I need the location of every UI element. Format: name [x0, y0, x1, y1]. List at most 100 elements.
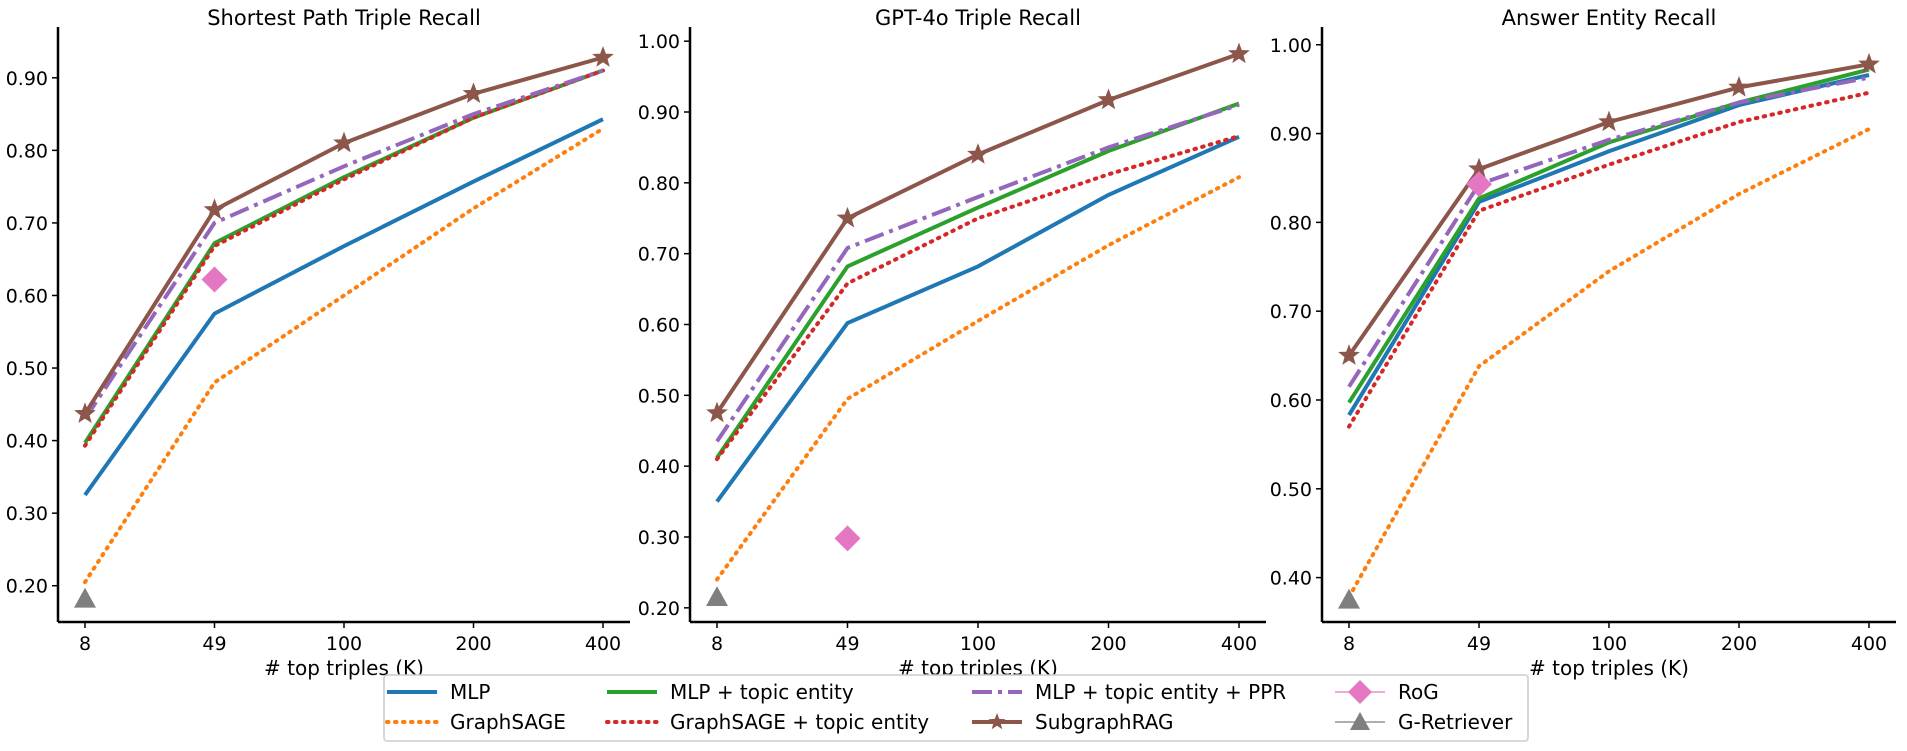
chart-panel-2: GPT-4o Triple Recall 0.20 0.30 0.40 0.50 0.60…: [638, 6, 1266, 680]
legend-item-gretriever: G-Retriever: [1335, 710, 1513, 734]
x-tick-label: 100: [1591, 633, 1627, 655]
y-tick-label: 0.70: [638, 244, 680, 266]
x-tick-label: 400: [1851, 633, 1887, 655]
legend-label: GraphSAGE + topic entity: [670, 710, 929, 734]
y-tick-label: 0.60: [1270, 390, 1312, 412]
y-tick-label: 0.70: [1270, 301, 1312, 323]
data-point-subgraphrag: [203, 198, 226, 220]
y-tick-label: 0.30: [638, 527, 680, 549]
chart-panel-3: Answer Entity Recall 0.40 0.50 0.60 0.70 0.80…: [1270, 6, 1896, 680]
data-point-subgraphrag: [1097, 88, 1120, 110]
data-point-subgraphrag: [74, 402, 96, 423]
y-tick-label: 0.40: [1270, 568, 1312, 590]
x-tick-label: 400: [1221, 633, 1257, 655]
x-tick-label: 400: [585, 633, 621, 655]
y-tick-label: 0.70: [6, 213, 48, 235]
legend-frame: [383, 674, 1529, 742]
data-point-subgraphrag: [1598, 110, 1620, 132]
series-line-mlp_topic_ppr: [715, 102, 1240, 443]
series-line-mlp_topic: [1347, 67, 1870, 404]
chart-panels: Shortest Path Triple Recall 0.20 0.30 0.40 0…: [6, 6, 1896, 680]
x-tick-label: 49: [1467, 633, 1491, 655]
x-tick-label: 200: [1090, 633, 1126, 655]
series-line-subgraphrag: [83, 55, 604, 415]
data-point-subgraphrag: [333, 131, 355, 153]
data-point-rog: [1466, 171, 1492, 198]
y-tick-label: 0.90: [1270, 124, 1312, 146]
legend-label: G-Retriever: [1398, 710, 1513, 734]
y-tick-label: 1.00: [638, 31, 680, 53]
y-tick-label: 0.90: [638, 102, 680, 124]
series-line-mlp: [715, 134, 1240, 503]
data-point-subgraphrag: [462, 82, 485, 104]
legend-item-graphsage_topic: GraphSAGE + topic entity: [605, 710, 929, 734]
legend-label: MLP + topic entity: [670, 680, 854, 704]
legend-item-subgraphrag: SubgraphRAG: [972, 710, 1174, 734]
x-tick-label: 100: [960, 633, 996, 655]
series-line-graphsage: [715, 175, 1241, 582]
x-tick-label: 100: [326, 633, 362, 655]
y-tick-label: 0.20: [638, 598, 680, 620]
y-tick-label: 0.50: [638, 385, 680, 407]
x-tick-label: 200: [1721, 633, 1757, 655]
series-line-graphsage_topic: [83, 68, 605, 448]
legend-item-rog: RoG: [1335, 680, 1439, 704]
series-line-mlp: [83, 117, 604, 497]
x-tick-label: 200: [455, 633, 491, 655]
legend-swatch-marker: [988, 713, 1006, 730]
data-point-rog: [201, 266, 228, 293]
legend: MLP GraphSAGE MLP + topic entity GraphSAGE …: [383, 674, 1529, 742]
data-point-g-retriever: [1338, 588, 1360, 609]
series-line-graphsage_topic: [715, 134, 1241, 462]
x-tick-label: 8: [711, 633, 723, 655]
data-point-subgraphrag: [592, 46, 614, 67]
y-tick-label: 0.50: [1270, 479, 1312, 501]
y-tick-label: 0.80: [638, 173, 680, 195]
data-point-subgraphrag: [1228, 42, 1250, 64]
legend-item-mlp_topic: MLP + topic entity: [607, 680, 854, 704]
legend-swatch-marker: [1350, 712, 1370, 730]
series-line-mlp_topic_ppr: [83, 68, 604, 420]
legend-label: GraphSAGE: [450, 710, 566, 734]
chart-title: Shortest Path Triple Recall: [207, 6, 481, 30]
y-tick-label: 0.20: [6, 576, 48, 598]
series-line-subgraphrag: [1347, 62, 1870, 357]
legend-label: SubgraphRAG: [1035, 710, 1174, 734]
data-point-subgraphrag: [967, 143, 989, 164]
x-tick-label: 8: [79, 633, 91, 655]
series-line-mlp_topic_ppr: [1347, 75, 1870, 388]
series-line-graphsage: [1347, 127, 1871, 600]
y-tick-label: 0.40: [638, 456, 680, 478]
data-point-subgraphrag: [1728, 75, 1750, 97]
series-line-graphsage: [83, 126, 605, 585]
legend-label: MLP + topic entity + PPR: [1035, 680, 1286, 704]
x-tick-label: 49: [835, 633, 859, 655]
y-tick-label: 0.90: [6, 68, 48, 90]
chart-panel-1: Shortest Path Triple Recall 0.20 0.30 0.40 0…: [6, 6, 630, 680]
chart-title: GPT-4o Triple Recall: [875, 6, 1081, 30]
legend-item-mlp: MLP: [387, 680, 490, 704]
series-line-graphsage_topic: [1347, 90, 1871, 429]
x-axis-label: # top triples (K): [1529, 656, 1689, 680]
legend-label: RoG: [1398, 680, 1439, 704]
series-line-subgraphrag: [715, 52, 1240, 415]
data-point-subgraphrag: [1338, 344, 1360, 365]
x-tick-label: 49: [202, 633, 226, 655]
y-tick-label: 0.80: [6, 140, 48, 162]
y-tick-label: 0.40: [6, 431, 48, 453]
legend-item-mlp_topic_ppr: MLP + topic entity + PPR: [972, 680, 1286, 704]
data-point-subgraphrag: [706, 401, 728, 423]
legend-item-graphsage: GraphSAGE: [385, 710, 566, 734]
data-point-subgraphrag: [836, 206, 859, 228]
y-tick-label: 0.30: [6, 503, 48, 525]
y-tick-label: 0.50: [6, 358, 48, 380]
x-tick-label: 8: [1343, 633, 1355, 655]
data-point-subgraphrag: [1858, 52, 1880, 74]
y-tick-label: 0.80: [1270, 212, 1312, 234]
data-point-g-retriever: [74, 587, 96, 608]
legend-swatch-marker: [1348, 680, 1372, 704]
chart-title: Answer Entity Recall: [1502, 6, 1717, 30]
y-tick-label: 1.00: [1270, 35, 1312, 57]
y-tick-label: 0.60: [6, 285, 48, 307]
